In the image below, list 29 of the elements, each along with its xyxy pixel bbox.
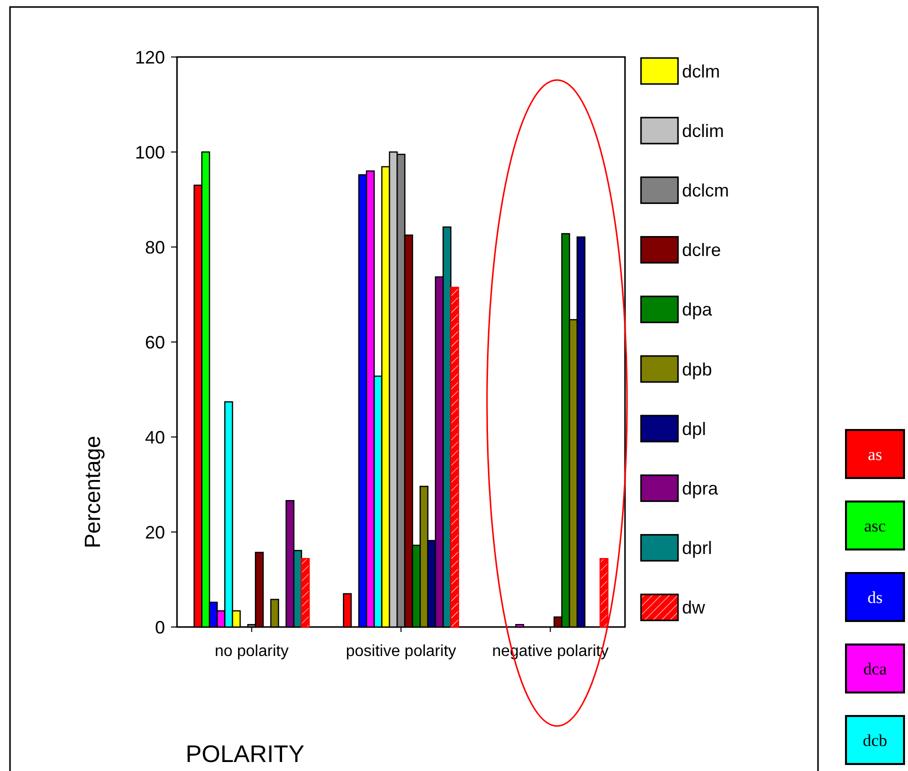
legend-label: dclcm — [682, 180, 730, 200]
text: as — [868, 444, 882, 464]
bar — [300, 558, 310, 628]
y-tick-label: 60 — [144, 332, 165, 352]
bar — [450, 286, 460, 628]
legend-label: dpa — [682, 300, 714, 320]
legend-label: dw — [682, 598, 706, 618]
legend-label: dpb — [682, 359, 712, 380]
y-tick-label: 120 — [134, 47, 165, 68]
y-tick-label: 80 — [144, 237, 165, 258]
legend-label: dprl — [682, 538, 712, 558]
text: dcb — [862, 730, 888, 750]
y-tick-label: 40 — [144, 427, 165, 448]
text: asc — [864, 516, 886, 536]
text: dca — [863, 659, 888, 678]
x-tick-label: no polarity — [214, 643, 289, 660]
legend-label: dpl — [682, 418, 706, 439]
x-axis-title: POLARITY — [186, 741, 304, 768]
bar — [600, 558, 608, 628]
legend-label: dclm — [682, 61, 720, 82]
text: ds — [867, 588, 883, 607]
x-tick-label: positive polarity — [346, 643, 456, 660]
y-tick-label: 20 — [144, 522, 165, 542]
legend-label: dclre — [682, 240, 722, 260]
legend-label: dclim — [682, 120, 724, 141]
y-tick-label: 0 — [154, 617, 165, 638]
y-axis-title: Percentage — [80, 436, 105, 548]
legend-label: dpra — [682, 478, 720, 498]
y-tick-label: 100 — [134, 142, 165, 162]
